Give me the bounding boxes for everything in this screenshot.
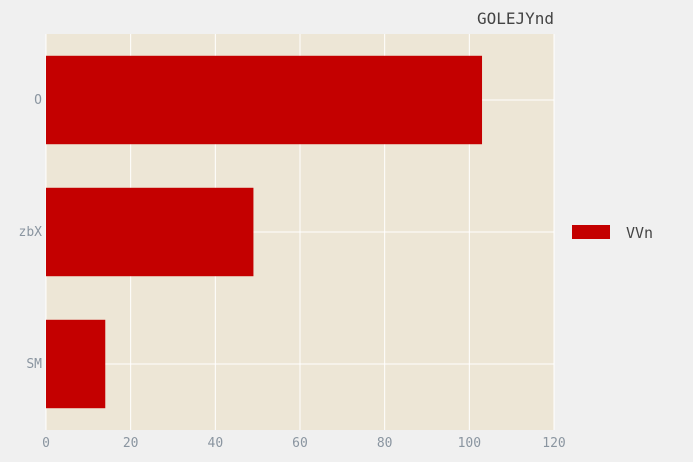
legend-label: VVn <box>626 224 653 242</box>
x-tick-label: 40 <box>208 436 224 451</box>
x-tick-label: 60 <box>292 436 308 451</box>
bar-O <box>46 55 483 145</box>
x-tick-label: 100 <box>458 436 481 451</box>
bar-SM <box>46 319 106 409</box>
x-tick-label: 120 <box>542 436 565 451</box>
x-tick-label: 20 <box>123 436 139 451</box>
x-tick-label: 0 <box>42 436 50 451</box>
y-tick-label: SM <box>26 357 42 372</box>
y-tick-label: zbX <box>19 225 43 240</box>
chart-title: GOLEJYnd <box>477 9 554 28</box>
y-tick-label: O <box>34 93 42 108</box>
bars <box>46 55 483 409</box>
x-tick-label: 80 <box>377 436 393 451</box>
x-axis-ticks: 0 20 40 60 80 100 120 <box>42 436 566 451</box>
legend-swatch <box>572 225 610 239</box>
legend: VVn <box>572 224 653 242</box>
bar-zbX <box>46 187 254 277</box>
